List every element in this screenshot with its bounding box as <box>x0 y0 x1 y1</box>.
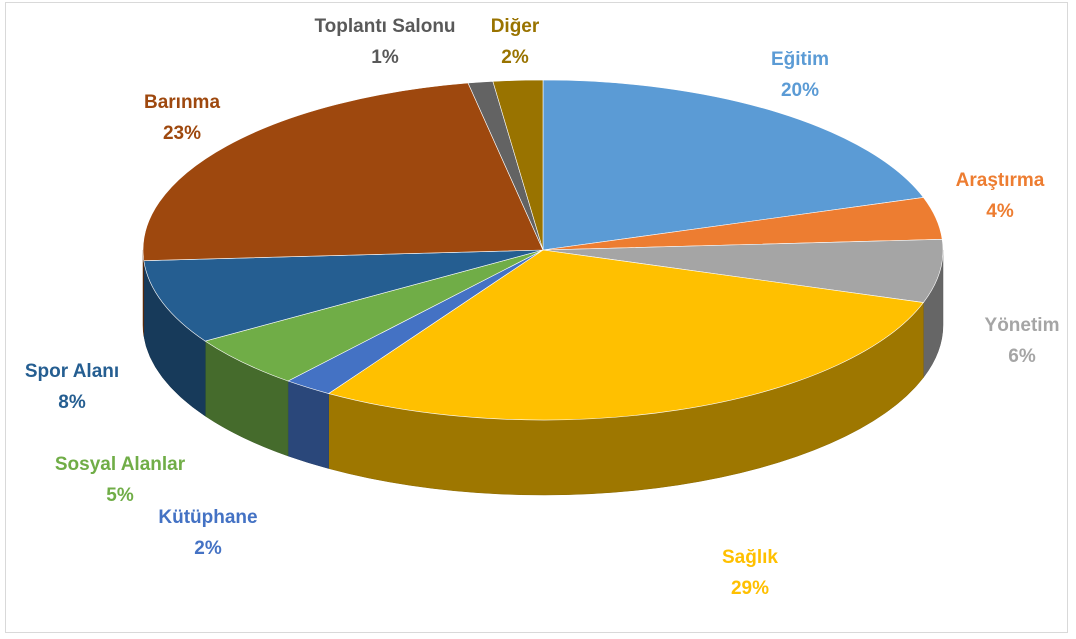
slice-label: Spor Alanı <box>25 361 119 382</box>
value-label: 23% <box>163 123 201 144</box>
slice <box>492 79 544 251</box>
slice-label: Sağlık <box>722 547 778 568</box>
slice <box>542 79 924 251</box>
slice-label: Toplantı Salonu <box>314 16 455 37</box>
value-label: 1% <box>371 47 399 68</box>
value-label: 4% <box>986 201 1014 222</box>
value-label: 8% <box>58 392 86 413</box>
value-label: 20% <box>781 80 819 101</box>
slice <box>327 249 924 421</box>
value-label: 2% <box>194 538 222 559</box>
slice-label: Yönetim <box>985 315 1060 336</box>
slice-label: Diğer <box>491 16 540 37</box>
slice-label: Sosyal Alanlar <box>55 454 186 475</box>
labels: Eğitim 20% Araştırma 4% Yönetim 6% Sağlık 29% Kü… <box>25 16 1060 599</box>
slice-label: Eğitim <box>771 49 829 70</box>
slice-label: Barınma <box>144 92 220 113</box>
slice-label: Araştırma <box>956 170 1045 191</box>
slice <box>542 239 944 303</box>
slice-label: Kütüphane <box>158 507 257 528</box>
slice <box>142 82 544 261</box>
value-label: 29% <box>731 578 769 599</box>
slice-side <box>287 380 329 469</box>
value-label: 2% <box>501 47 529 68</box>
value-label: 6% <box>1008 346 1036 367</box>
value-label: 5% <box>106 485 134 506</box>
slice-side <box>142 249 145 336</box>
slice <box>143 249 544 342</box>
pie-tops <box>142 79 944 421</box>
